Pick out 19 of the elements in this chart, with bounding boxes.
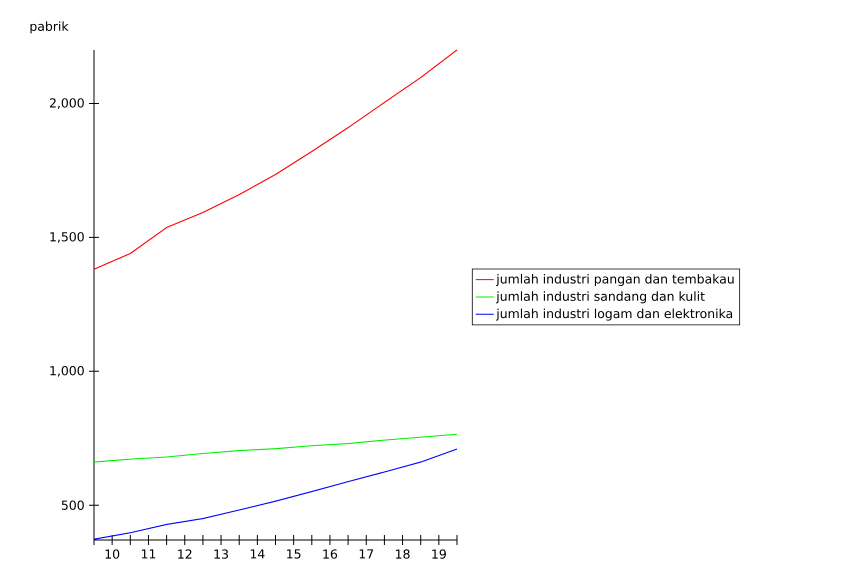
legend-label: jumlah industri pangan dan tembakau [496, 274, 734, 286]
legend-label: jumlah industri sandang dan kulit [496, 291, 705, 304]
y-tick-label: 1,500 [50, 232, 84, 243]
x-tick-label: 13 [214, 549, 228, 559]
x-tick-label: 15 [287, 549, 300, 559]
line-series [93, 49, 458, 270]
legend-label: jumlah industri logam dan elektronika [496, 308, 732, 321]
y-tick-label: 2,000 [50, 98, 84, 109]
x-tick-label: 10 [106, 549, 120, 559]
x-tick-label: 17 [360, 549, 374, 558]
x-tick-label: 19 [432, 549, 446, 559]
x-tick-label: 11 [142, 549, 156, 558]
x-tick-label: 16 [323, 549, 338, 559]
y-axis-title: pabrik [30, 21, 69, 34]
x-tick-label: 14 [250, 549, 265, 558]
x-tick-label: 18 [396, 549, 410, 559]
y-tick-label: 1,000 [50, 366, 84, 377]
y-tick-label: 500 [62, 500, 84, 510]
x-tick-label: 12 [178, 549, 192, 559]
